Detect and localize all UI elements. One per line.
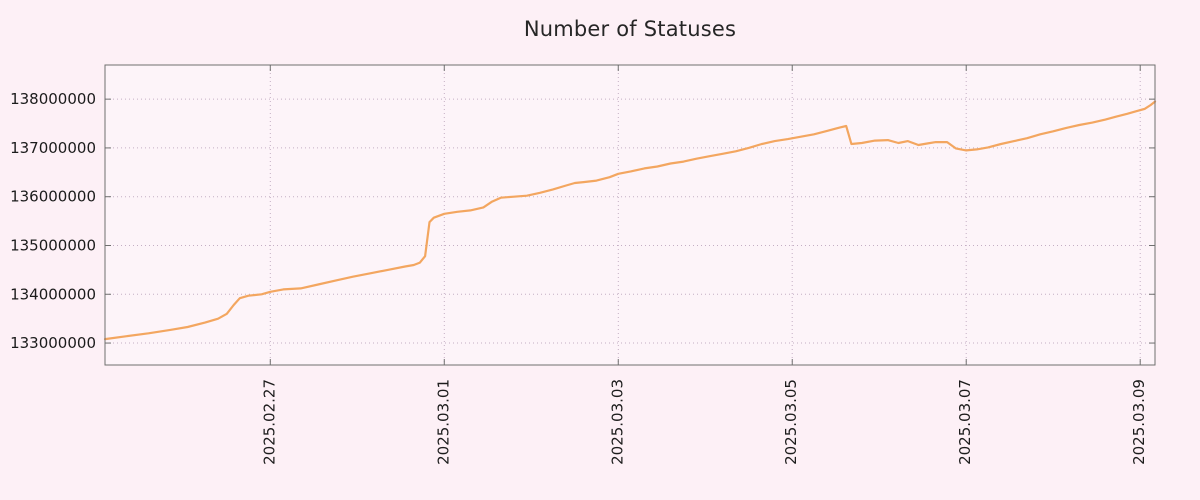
x-tick-label: 2025.02.27 xyxy=(260,379,278,465)
plot-border xyxy=(104,64,1156,366)
y-tick-label: 135000000 xyxy=(10,237,96,255)
plot-area xyxy=(105,65,1155,365)
chart-title: Number of Statuses xyxy=(523,17,737,41)
x-tick-label: 2025.03.05 xyxy=(782,379,800,465)
y-tick-label: 134000000 xyxy=(10,285,96,303)
y-tick-label: 133000000 xyxy=(10,334,96,352)
y-tick-label: 137000000 xyxy=(10,139,96,157)
y-tick-label: 136000000 xyxy=(10,188,96,206)
y-tick-label: 138000000 xyxy=(10,90,96,108)
x-tick-label: 2025.03.03 xyxy=(608,379,626,465)
x-tick-label: 2025.03.01 xyxy=(434,379,452,465)
x-tick-label: 2025.03.07 xyxy=(956,379,974,465)
series-line-statuses xyxy=(103,100,1157,341)
x-tick-label: 2025.03.09 xyxy=(1130,379,1148,465)
